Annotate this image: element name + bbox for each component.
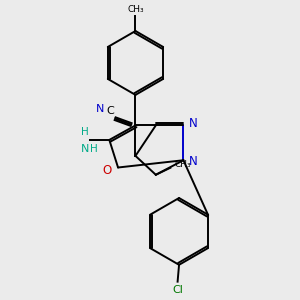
- Text: CH₃: CH₃: [175, 160, 192, 169]
- Text: H: H: [81, 127, 89, 137]
- Text: Cl: Cl: [172, 285, 183, 295]
- Text: H: H: [90, 144, 98, 154]
- Text: CH₃: CH₃: [127, 4, 144, 14]
- Text: O: O: [102, 164, 112, 177]
- Text: N: N: [81, 144, 89, 154]
- Text: N: N: [96, 104, 104, 114]
- Text: N: N: [189, 155, 198, 168]
- Text: N: N: [189, 117, 198, 130]
- Text: C: C: [106, 106, 114, 116]
